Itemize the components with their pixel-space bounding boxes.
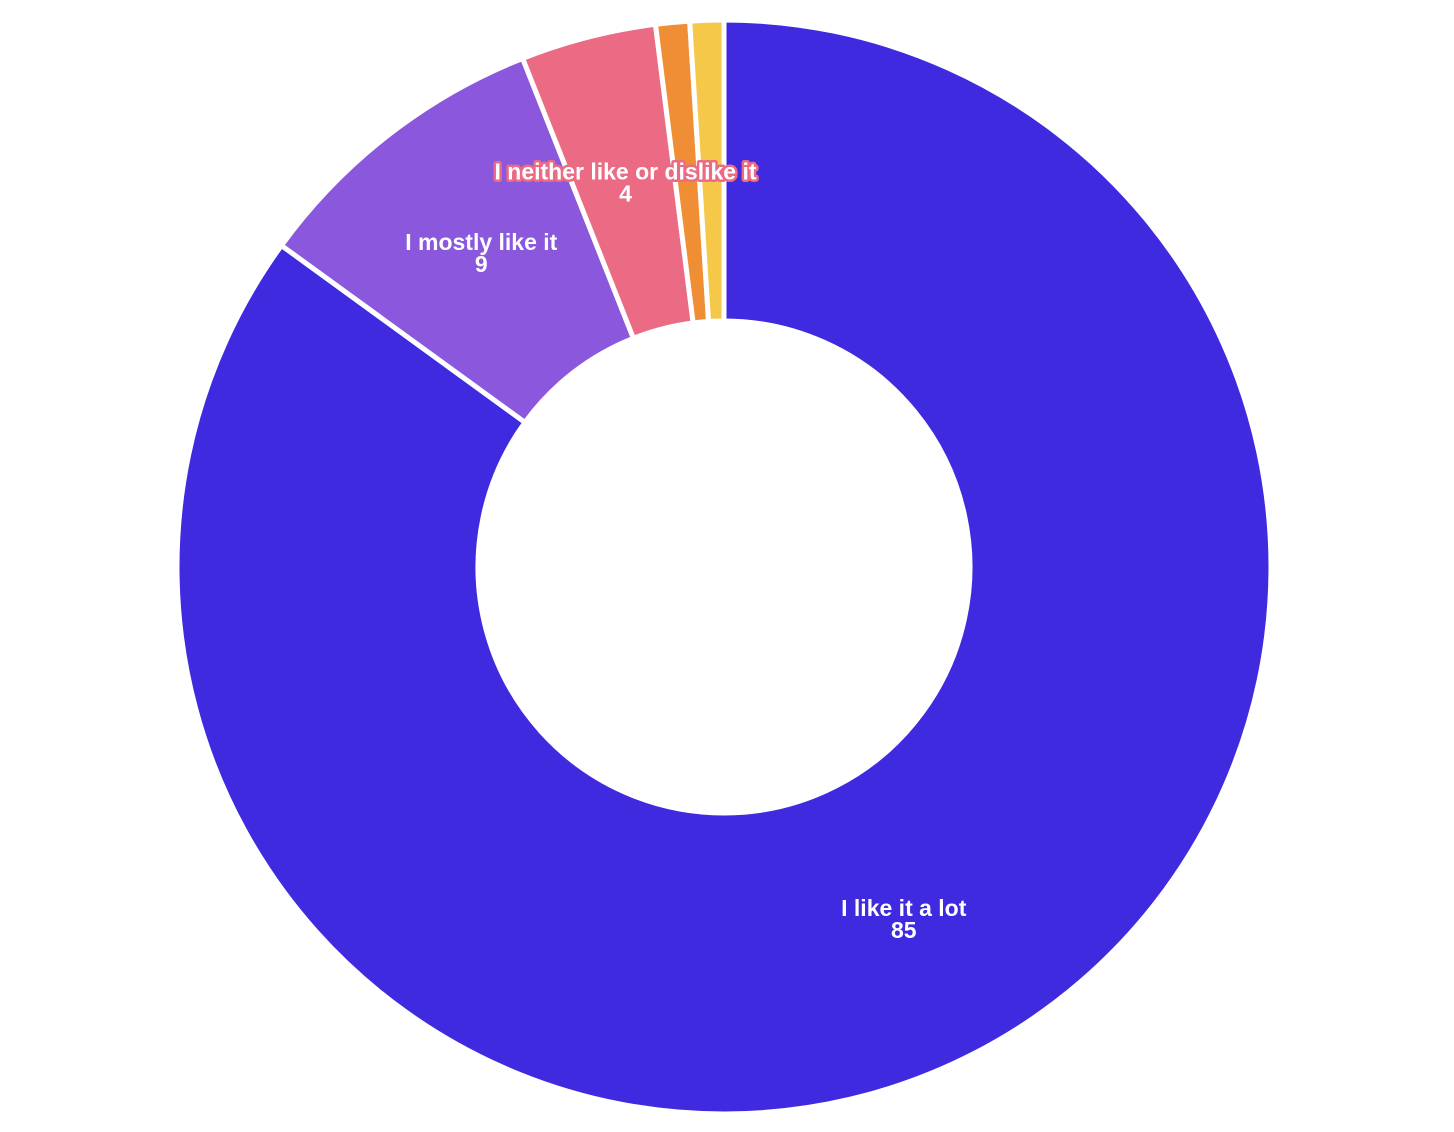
slice-value: 85 xyxy=(891,917,917,943)
slice-label: I like it a lot xyxy=(841,895,967,921)
slice xyxy=(278,55,636,425)
slice-value: 9 xyxy=(475,251,488,277)
slice xyxy=(174,17,1274,1117)
slice-label: I mostly like it xyxy=(405,229,557,255)
slice-label: I neither like or dislike it xyxy=(495,159,757,185)
slice-value: 4 xyxy=(619,181,632,207)
slice xyxy=(687,17,727,324)
